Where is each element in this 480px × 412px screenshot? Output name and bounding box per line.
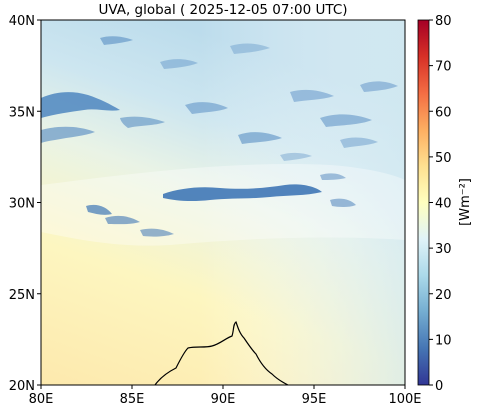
colorbar-tick-label: 80 [435,14,452,29]
colorbar: 0 10 20 30 40 50 60 70 80 [Wm⁻²] [417,14,473,394]
figure-title: UVA, global ( 2025-12-05 07:00 UTC) [98,2,347,18]
x-tick-label: 95E [302,392,327,407]
colorbar-tick-label: 70 [435,60,452,75]
colorbar-tick-label: 10 [435,333,452,348]
colorbar-tick-label: 20 [435,288,452,303]
x-tick-label: 100E [388,392,421,407]
colorbar-label: [Wm⁻²] [458,178,473,226]
colorbar-gradient [417,19,430,386]
y-tick-label: 20N [9,379,35,394]
colorbar-tick-label: 30 [435,242,452,257]
x-axis: 80E 85E 90E 95E 100E [29,385,422,407]
x-tick-label: 90E [211,392,236,407]
cloud-streaks-north [41,36,398,161]
map-panel [41,20,405,385]
y-tick-label: 40N [9,14,35,29]
cloud-haze-band [41,164,405,246]
colorbar-tick-label: 60 [435,105,452,120]
y-axis: 20N 25N 30N 35N 40N [9,14,41,394]
coastline [154,321,289,385]
colorbar-tick-label: 0 [435,379,443,394]
x-tick-label: 85E [120,392,145,407]
colorbar-ticks: 0 10 20 30 40 50 60 70 80 [429,14,452,394]
y-tick-label: 25N [9,288,35,303]
colorbar-tick-label: 50 [435,151,452,166]
y-tick-label: 30N [9,197,35,212]
cloud-band-30n [86,173,356,237]
x-tick-label: 80E [29,392,54,407]
colorbar-tick-label: 40 [435,197,452,212]
y-tick-label: 35N [9,105,35,120]
